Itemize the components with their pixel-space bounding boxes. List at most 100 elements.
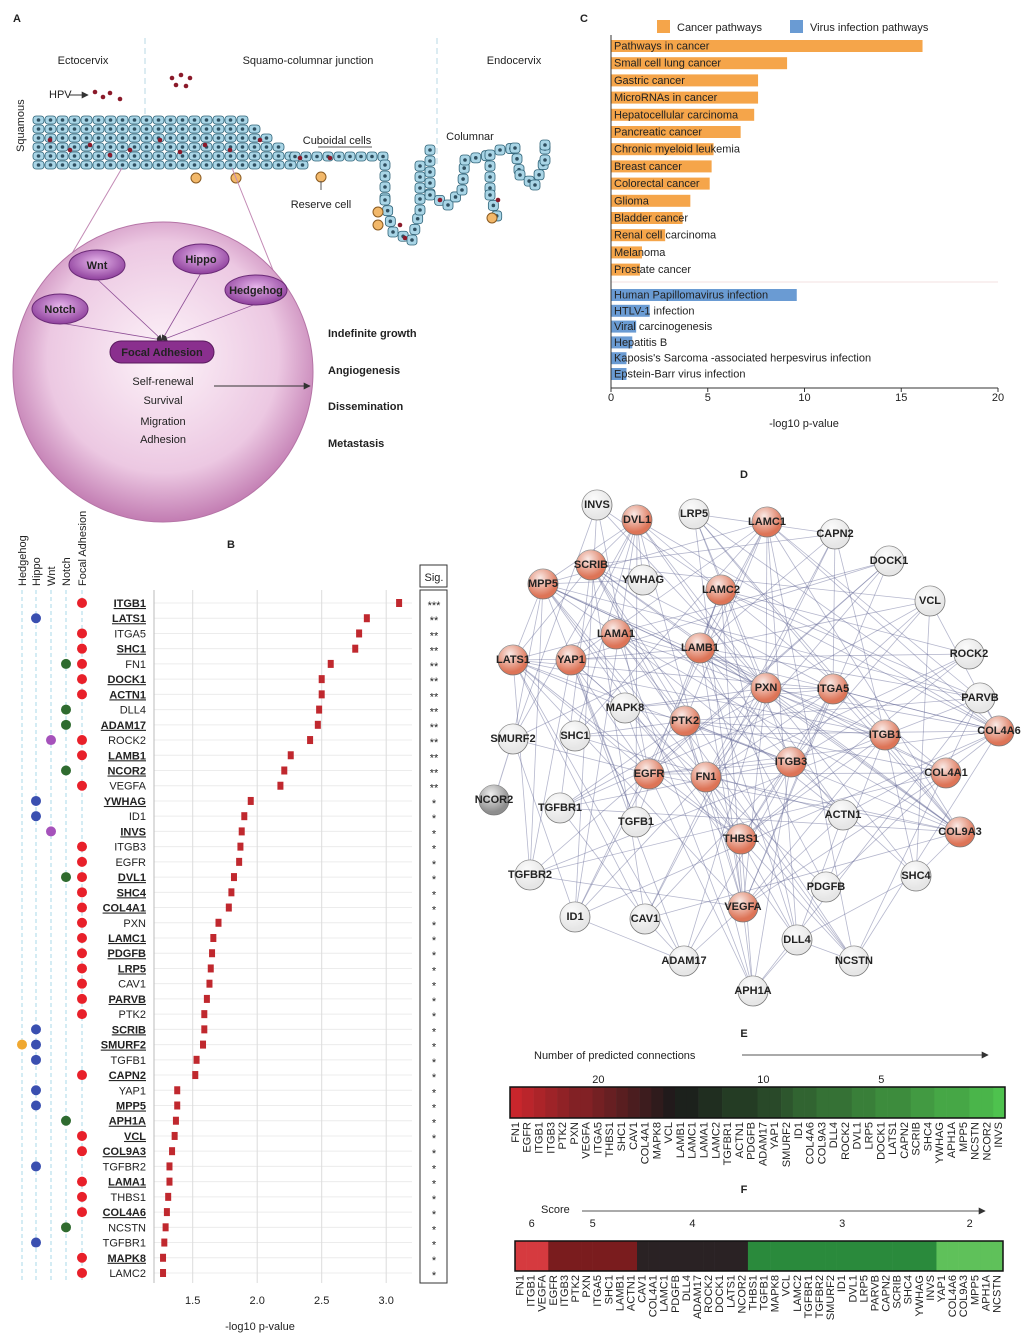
nucleus	[48, 163, 53, 167]
score-cell	[559, 1241, 571, 1271]
bar-label: Human Papillomavirus infection	[614, 290, 768, 302]
sig-header-box	[419, 564, 448, 588]
edge	[570, 659, 650, 775]
edge	[574, 916, 685, 962]
gene-label: LATS1	[112, 613, 146, 625]
nucleus	[240, 145, 245, 149]
e-gene-label: ITGB1	[533, 1122, 545, 1154]
edge	[699, 647, 744, 908]
node-shine	[515, 860, 545, 890]
nucleus	[537, 172, 541, 177]
reserve-cell	[190, 172, 202, 184]
virus	[107, 90, 113, 96]
f-title: Score	[541, 1204, 570, 1216]
sig-label: *	[432, 1072, 437, 1084]
point	[314, 720, 321, 729]
nucleus	[180, 118, 185, 122]
nucleus	[156, 127, 161, 131]
nucleus	[120, 118, 125, 122]
edge	[720, 589, 1000, 732]
bar	[611, 160, 712, 173]
nucleus	[120, 154, 125, 158]
edge	[624, 687, 767, 709]
sig-label: **	[430, 783, 439, 795]
edge	[644, 687, 767, 920]
edge	[742, 814, 844, 908]
score-cell	[681, 1241, 693, 1271]
x-axis-title: -log10 p-value	[225, 1321, 295, 1333]
heat-cell	[686, 1087, 699, 1118]
e-gene-label: CAPN2	[899, 1122, 911, 1159]
f-gene-label: APH1A	[980, 1274, 992, 1311]
f-gene-label: LAMB1	[614, 1275, 626, 1311]
nucleus	[413, 227, 417, 232]
gene-label: VEGFA	[109, 781, 146, 793]
nucleus	[491, 203, 496, 208]
score-cell	[925, 1241, 937, 1271]
x-tick-label: 2.0	[250, 1295, 265, 1307]
node-label: EGFR	[634, 768, 665, 780]
node-shine	[545, 793, 575, 823]
sig-label: **	[430, 707, 439, 719]
bar-label: Prostate cancer	[614, 264, 691, 276]
bar	[611, 143, 714, 156]
heat-cell	[981, 1087, 994, 1118]
panel-letter: D	[740, 469, 748, 481]
edge	[720, 589, 981, 699]
score-cell	[592, 1241, 605, 1271]
node-shine	[706, 575, 736, 605]
bar	[611, 246, 642, 259]
gene-label: APH1A	[109, 1116, 146, 1128]
node-label: SHC1	[560, 730, 589, 742]
nucleus	[72, 127, 77, 131]
f-gene-label: COL9A3	[958, 1275, 970, 1317]
gene-label: LAMC1	[108, 933, 146, 945]
nucleus	[383, 185, 387, 189]
f-gene-label: ROCK2	[703, 1275, 715, 1313]
edge	[648, 560, 890, 775]
point	[316, 705, 323, 714]
point	[166, 1177, 173, 1186]
node-label: PTK2	[671, 715, 699, 727]
f-gene-label: MAPK8	[770, 1275, 782, 1312]
nucleus	[108, 127, 113, 131]
pathway-dot	[77, 628, 87, 639]
edge	[684, 720, 792, 763]
gene-label: COL4A1	[103, 903, 146, 915]
point	[318, 675, 325, 684]
node-label: YAP1	[557, 654, 585, 666]
node-label: THBS1	[723, 833, 759, 845]
node-shine	[738, 976, 768, 1006]
edge	[615, 633, 961, 833]
node-shine	[931, 758, 961, 788]
virus	[178, 72, 184, 78]
point	[207, 964, 214, 973]
edge	[740, 838, 855, 962]
pathway-dot	[77, 948, 87, 959]
nucleus	[132, 145, 137, 149]
virus	[127, 147, 133, 153]
x-tick-label: 3.0	[379, 1295, 394, 1307]
bar-label: Chronic myeloid leukemia	[614, 144, 741, 156]
edge	[790, 600, 931, 763]
node-shine	[560, 721, 590, 751]
e-gene-label: COL4A1	[640, 1122, 652, 1164]
edge	[766, 521, 798, 941]
edge	[512, 659, 646, 920]
f-gene-label: TGFB1	[759, 1275, 771, 1310]
x-tick-label: 2.5	[314, 1295, 329, 1307]
nucleus	[304, 154, 308, 159]
nucleus	[180, 163, 185, 167]
virus	[92, 89, 98, 95]
sig-label: *	[432, 1240, 437, 1252]
heat-cell	[969, 1087, 982, 1118]
bar	[611, 57, 788, 70]
gene-label: CAPN2	[109, 1070, 146, 1082]
score-cell	[659, 1241, 671, 1271]
heat-cell	[769, 1087, 782, 1118]
edge	[699, 647, 961, 833]
nucleus	[216, 127, 221, 131]
node-label: ITGB1	[869, 729, 901, 741]
e-gene-label: ITGA5	[592, 1122, 604, 1154]
nucleus	[418, 186, 422, 190]
